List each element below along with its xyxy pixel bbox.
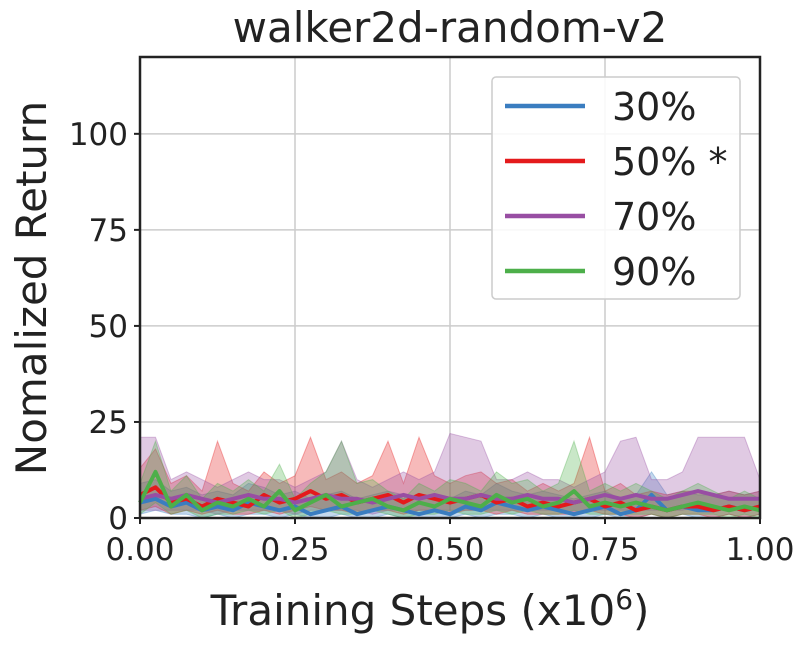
x-tick-label: 0.75: [570, 532, 639, 568]
y-tick-labels: 0 25 50 75 100: [69, 117, 140, 537]
y-axis-label: Nomalized Return: [7, 101, 56, 475]
x-tick-label: 0.50: [415, 532, 484, 568]
x-tick-label: 1.00: [725, 532, 794, 568]
x-tick-label: 0.00: [105, 532, 174, 568]
line-series-4: [138, 469, 761, 513]
y-tick-label: 25: [89, 405, 128, 441]
series-lines: [138, 469, 761, 517]
y-tick-label: 50: [89, 309, 128, 345]
legend-label-2: 50% *: [612, 140, 728, 184]
x-tick-label: 0.25: [260, 532, 329, 568]
legend-box: [491, 76, 741, 300]
legend-label-1: 30%: [612, 85, 696, 129]
y-tick-label: 0: [108, 501, 128, 537]
legend-label-4: 90%: [612, 250, 696, 294]
x-axis-label-exponent: 6: [615, 583, 633, 616]
x-tick-labels: 0.00 0.25 0.50 0.75 1.00: [105, 518, 795, 568]
legend-label-3: 70%: [612, 195, 696, 239]
x-axis-label-close: ): [633, 586, 649, 635]
legend: 30% 50% * 70% 90%: [491, 76, 741, 300]
x-axis-label-text: Training Steps (x10: [210, 586, 616, 635]
chart-title: walker2d-random-v2: [233, 3, 668, 52]
x-axis-label: Training Steps (x106): [210, 583, 650, 635]
y-tick-label: 100: [69, 117, 128, 153]
y-tick-label: 75: [89, 213, 128, 249]
